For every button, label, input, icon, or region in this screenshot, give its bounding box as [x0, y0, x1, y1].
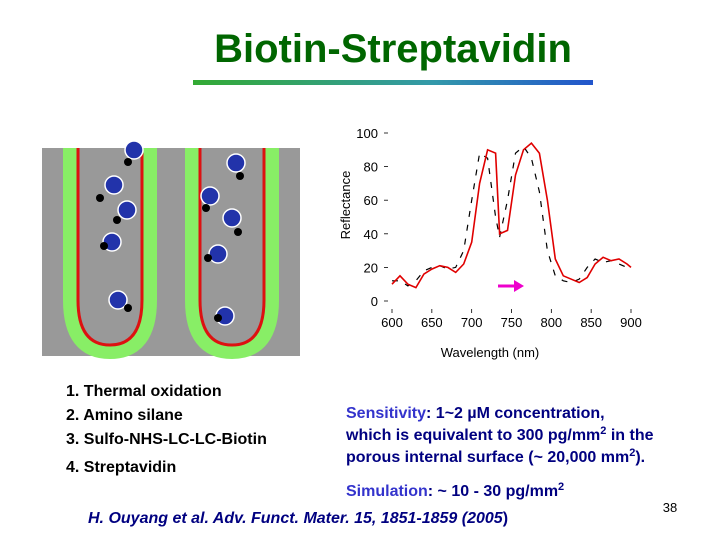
series-line [392, 145, 632, 287]
label: Sensitivity [346, 405, 426, 422]
x-tick-label: 900 [620, 315, 642, 330]
y-axis-label: Reflectance [338, 171, 353, 240]
citation-text: H. Ouyang et al. Adv. Funct. Mater. 15, … [88, 510, 504, 527]
y-tick-label: 100 [356, 126, 378, 141]
title-rule [193, 80, 593, 85]
x-tick-label: 800 [540, 315, 562, 330]
x-axis-label: Wavelength (nm) [441, 345, 540, 360]
y-tick-label: 40 [364, 227, 378, 242]
text: porous internal surface (~ 20,000 mm [346, 449, 629, 466]
text: in the [606, 427, 653, 444]
step: 4. Streptavidin [66, 459, 176, 476]
sensitivity-text: Sensitivity: 1~2 µM concentration, which… [345, 405, 654, 500]
y-tick-label: 60 [364, 193, 378, 208]
step: 1. Thermal oxidation [66, 383, 222, 400]
page-number: 38 [663, 500, 677, 515]
citation: H. Ouyang et al. Adv. Funct. Mater. 15, … [88, 510, 508, 527]
svg-text:porous internal surface (~ 20,: porous internal surface (~ 20,000 mm2). [346, 447, 645, 466]
reflectance-chart: 0 20 40 60 80 100 600 650 700 750 800 850 900 Reflect… [338, 126, 642, 360]
sup: 2 [558, 481, 564, 493]
sup: 2 [629, 447, 635, 459]
text: : 1~2 µM concentration, [426, 405, 605, 422]
x-tick-label: 600 [381, 315, 403, 330]
text: : ~ 10 - 30 pg/mm [428, 483, 558, 500]
sup: 2 [600, 425, 606, 437]
pore-illustration [42, 140, 300, 360]
text: ). [635, 449, 645, 466]
text: which is equivalent to 300 pg/mm [345, 427, 600, 444]
y-tick-label: 80 [364, 160, 378, 175]
svg-text:Sensitivity: 1~2 µM concentrat: Sensitivity: 1~2 µM concentration, [346, 405, 605, 422]
x-tick-label: 650 [421, 315, 443, 330]
step-list: 1. Thermal oxidation 2. Amino silane 3. … [66, 383, 267, 476]
y-tick-label: 0 [371, 294, 378, 309]
svg-text:Simulation: ~ 10 - 30 pg/mm2: Simulation: ~ 10 - 30 pg/mm2 [346, 481, 564, 500]
citation-end: ) [503, 510, 508, 527]
label: Simulation [346, 483, 428, 500]
step: 3. Sulfo-NHS-LC-LC-Biotin [66, 431, 267, 448]
series-line [391, 141, 632, 289]
shift-arrow-head [514, 280, 524, 292]
x-tick-label: 850 [580, 315, 602, 330]
step: 2. Amino silane [66, 407, 183, 424]
x-tick-label: 750 [501, 315, 523, 330]
y-tick-label: 20 [364, 260, 378, 275]
slide-title: Biotin-Streptavidin [214, 27, 572, 71]
svg-text:which is equivalent to 300 pg/: which is equivalent to 300 pg/mm2 in the [345, 425, 654, 444]
x-tick-label: 700 [461, 315, 483, 330]
